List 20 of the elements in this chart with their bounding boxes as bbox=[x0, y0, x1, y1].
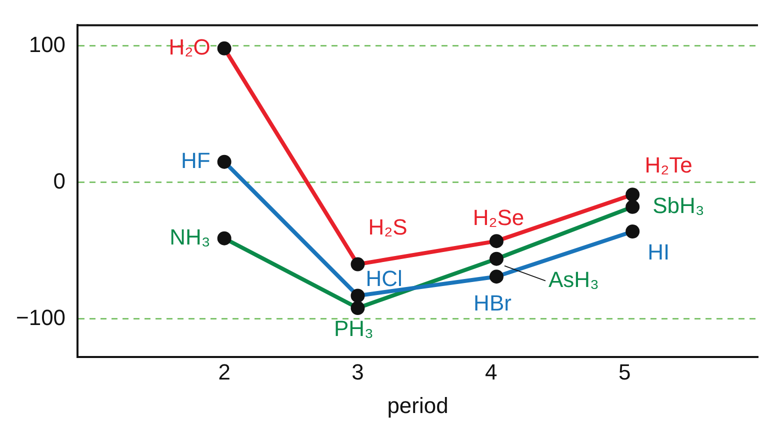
x-tick-label: 2 bbox=[218, 359, 230, 384]
annotation: H₂Se bbox=[472, 205, 524, 230]
x-tick-label: 4 bbox=[485, 359, 498, 384]
x-axis-title: period bbox=[387, 392, 448, 418]
annotation: HF bbox=[180, 148, 210, 173]
x-tick-label: 3 bbox=[352, 359, 364, 384]
annotation: HBr bbox=[474, 290, 512, 316]
y-tick-label: 0 bbox=[53, 168, 66, 194]
annotation: SbH₃ bbox=[652, 192, 704, 218]
y-tick-label: 100 bbox=[28, 32, 66, 57]
annotation: PH₃ bbox=[334, 316, 374, 342]
annotation: NH₃ bbox=[170, 224, 210, 250]
annotation: HI bbox=[648, 240, 670, 265]
x-tick-label: 5 bbox=[618, 359, 631, 384]
annotation: H₂Te bbox=[644, 152, 692, 178]
annotation: AsH₃ bbox=[548, 266, 600, 292]
y-tick-label: −100 bbox=[16, 305, 66, 330]
annotation: H₂O bbox=[168, 34, 210, 60]
annotation: HCl bbox=[366, 266, 402, 291]
annotation: H₂S bbox=[368, 214, 408, 240]
